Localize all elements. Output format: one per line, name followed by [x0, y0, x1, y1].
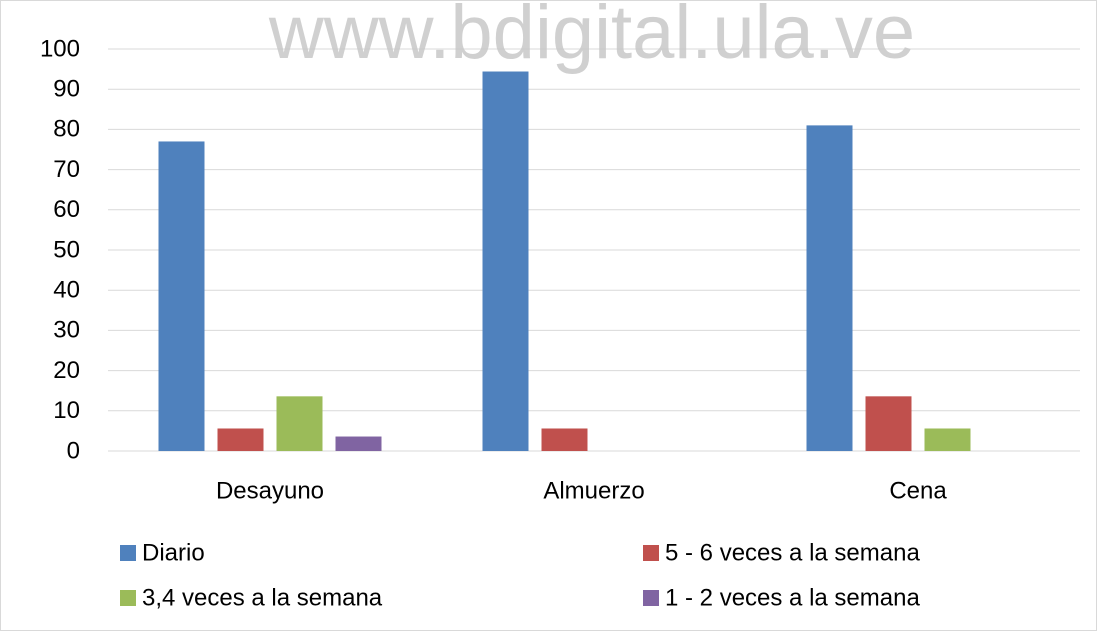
- y-tick-label: 100: [40, 35, 80, 62]
- bar: [158, 141, 205, 451]
- y-tick-label: 80: [53, 116, 80, 143]
- x-tick-label: Cena: [889, 477, 947, 504]
- y-tick-label: 30: [53, 317, 80, 344]
- watermark: www.bdigital.ula.ve: [268, 0, 915, 75]
- bar: [276, 396, 323, 451]
- bar: [482, 71, 529, 452]
- y-tick-label: 50: [53, 236, 80, 263]
- bar: [335, 436, 382, 451]
- legend-label: 3,4 veces a la semana: [142, 584, 383, 611]
- legend-swatch: [120, 590, 136, 606]
- legend-swatch: [643, 545, 659, 561]
- y-tick-label: 20: [53, 357, 80, 384]
- y-tick-label: 60: [53, 196, 80, 223]
- y-tick-label: 40: [53, 277, 80, 304]
- bar: [541, 428, 588, 451]
- y-tick-label: 10: [53, 397, 80, 424]
- y-tick-label: 70: [53, 156, 80, 183]
- x-tick-label: Desayuno: [216, 477, 324, 504]
- bar: [924, 428, 971, 451]
- bar: [217, 428, 264, 451]
- legend-label: 1 - 2 veces a la semana: [665, 584, 920, 611]
- x-tick-label: Almuerzo: [543, 477, 644, 504]
- bar: [865, 396, 912, 451]
- legend-label: 5 - 6 veces a la semana: [665, 539, 920, 566]
- y-tick-label: 0: [67, 437, 80, 464]
- bar: [806, 125, 853, 451]
- legend-swatch: [643, 590, 659, 606]
- legend-label: Diario: [142, 539, 205, 566]
- legend-swatch: [120, 545, 136, 561]
- y-tick-label: 90: [53, 76, 80, 103]
